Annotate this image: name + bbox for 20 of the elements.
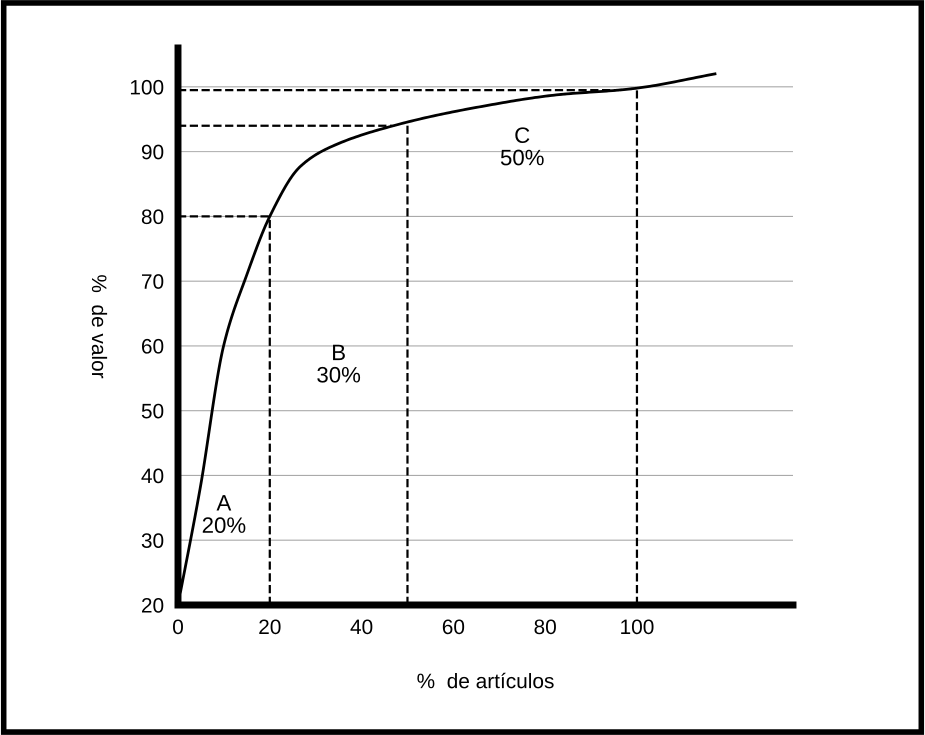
x-tick-label: 100 (621, 619, 654, 634)
annotation: C 50% (500, 127, 544, 166)
x-tick-label: 40 (350, 619, 372, 634)
x-tick-label: 0 (173, 619, 183, 634)
x-axis-title: % de artículos (417, 672, 554, 688)
y-tick-label: 100 (130, 80, 164, 95)
y-axis-title: % de valor (92, 275, 108, 378)
x-tick-label: 20 (259, 619, 281, 634)
annotation: B 30% (317, 344, 360, 383)
y-tick-label: 30 (142, 533, 164, 548)
y-tick-label: 90 (142, 144, 164, 160)
y-tick-label: 20 (142, 598, 164, 613)
x-tick-label: 80 (534, 619, 556, 634)
y-tick-label: 40 (141, 468, 164, 484)
annotation: A 20% (202, 495, 246, 534)
y-tick-label: 70 (142, 274, 164, 289)
x-tick-label: 60 (442, 619, 464, 634)
y-tick-label: 50 (142, 404, 164, 418)
y-tick-label: 60 (142, 338, 164, 354)
y-tick-label: 80 (142, 209, 164, 224)
